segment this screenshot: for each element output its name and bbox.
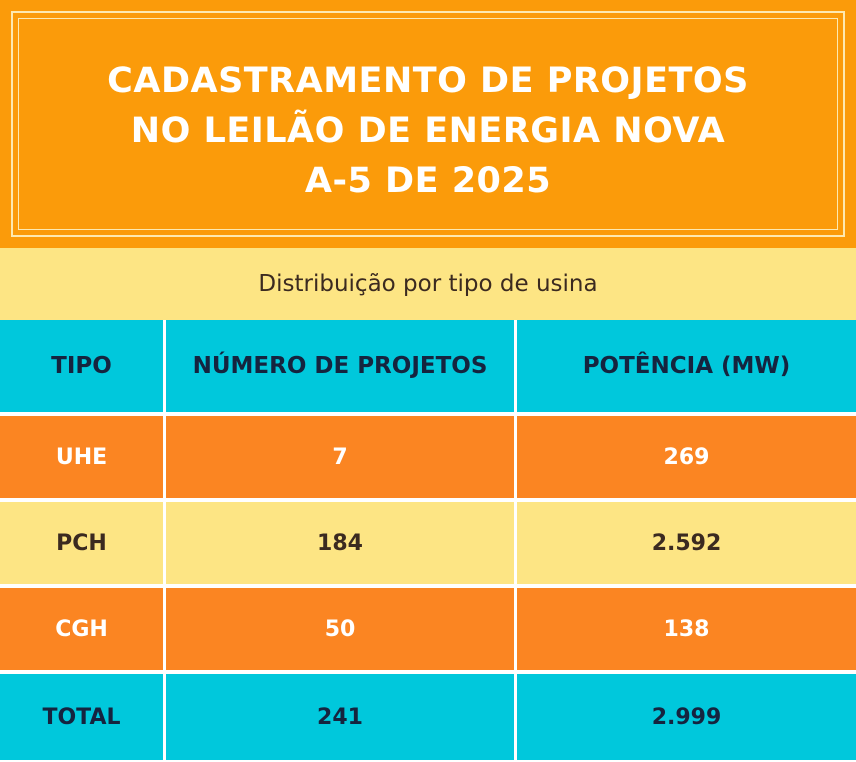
cell-potencia: 269 <box>517 416 856 502</box>
cell-numero: 7 <box>166 416 517 502</box>
column-header-numero: NÚMERO DE PROJETOS <box>166 320 517 416</box>
cell-tipo: CGH <box>0 588 166 674</box>
table-row: CGH 50 138 <box>0 588 856 674</box>
cell-total-numero: 241 <box>166 674 517 760</box>
table-row: PCH 184 2.592 <box>0 502 856 588</box>
table-total-row: TOTAL 241 2.999 <box>0 674 856 760</box>
cell-total-label: TOTAL <box>0 674 166 760</box>
title-banner: CADASTRAMENTO DE PROJETOS NO LEILÃO DE E… <box>0 0 856 248</box>
cell-potencia: 2.592 <box>517 502 856 588</box>
cell-potencia: 138 <box>517 588 856 674</box>
banner-frame-outer <box>11 11 845 237</box>
cell-tipo: UHE <box>0 416 166 502</box>
cell-numero: 50 <box>166 588 517 674</box>
column-header-potencia: POTÊNCIA (MW) <box>517 320 856 416</box>
table-row: UHE 7 269 <box>0 416 856 502</box>
title-line-2: NO LEILÃO DE ENERGIA NOVA <box>130 111 726 151</box>
projects-table: TIPO NÚMERO DE PROJETOS POTÊNCIA (MW) UH… <box>0 320 856 760</box>
column-header-tipo: TIPO <box>0 320 166 416</box>
subtitle-bar: Distribuição por tipo de usina <box>0 248 856 320</box>
table-header-row: TIPO NÚMERO DE PROJETOS POTÊNCIA (MW) <box>0 320 856 416</box>
cell-tipo: PCH <box>0 502 166 588</box>
banner-frame-inner <box>18 18 838 230</box>
cell-numero: 184 <box>166 502 517 588</box>
title-line-3: A-5 DE 2025 <box>304 161 552 201</box>
title-line-1: CADASTRAMENTO DE PROJETOS <box>107 61 749 101</box>
page-title: CADASTRAMENTO DE PROJETOS NO LEILÃO DE E… <box>0 56 856 206</box>
subtitle: Distribuição por tipo de usina <box>258 271 598 297</box>
cell-total-potencia: 2.999 <box>517 674 856 760</box>
